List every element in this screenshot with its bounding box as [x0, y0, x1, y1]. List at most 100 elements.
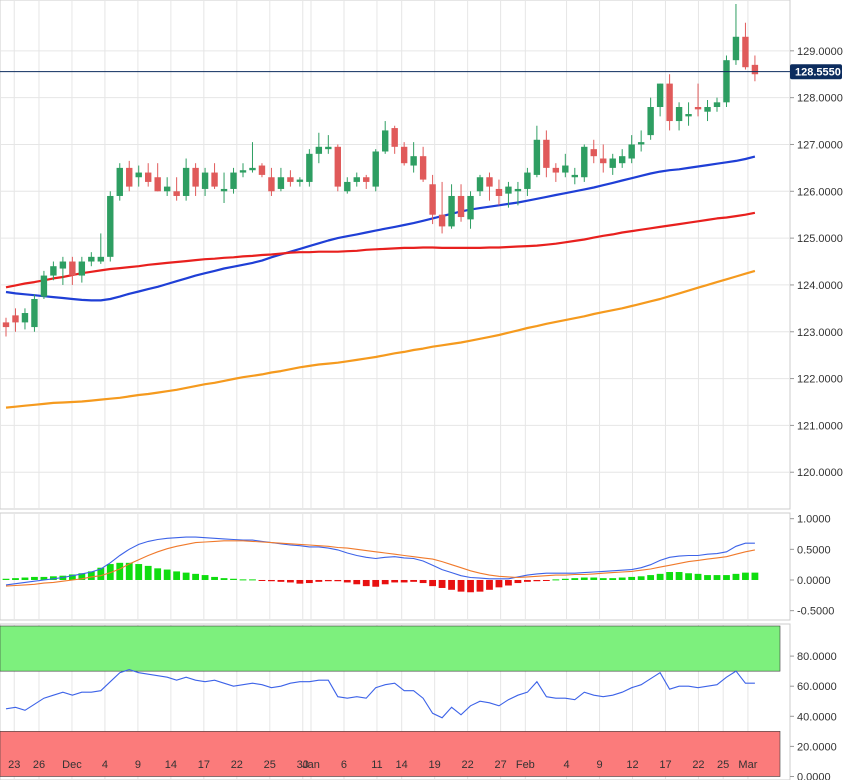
macd-histogram-bar [135, 564, 143, 580]
macd-histogram-bar [685, 573, 692, 580]
macd-histogram-bar [656, 573, 664, 580]
macd-histogram-bar [467, 579, 474, 593]
candlesticks [2, 4, 759, 337]
bullish-candle [628, 144, 635, 159]
macd-tick-label: 0.0000 [797, 575, 831, 587]
bullish-candle [467, 195, 474, 220]
macd-histogram-bar [542, 579, 550, 581]
macd-histogram-bar [580, 577, 588, 580]
bearish-candle [334, 146, 341, 187]
macd-histogram-bar [78, 573, 86, 580]
current-price-label: 128.5550 [795, 67, 841, 79]
bullish-candle [685, 114, 692, 117]
rsi-zones [0, 625, 781, 777]
rsi-tick-label: 0.0000 [797, 771, 831, 780]
macd-histogram-bar [343, 579, 351, 583]
macd-histogram-bar [305, 579, 313, 584]
bearish-candle [590, 149, 597, 157]
bearish-candle [145, 172, 152, 182]
macd-histogram-bar [315, 579, 323, 582]
macd-histogram-bar [125, 562, 133, 580]
macd-histogram-bar [31, 576, 38, 580]
macd-histogram-bar [182, 572, 190, 580]
bullish-candle [609, 158, 616, 168]
macd-histogram-bar [381, 579, 389, 585]
x-tick-label: 9 [596, 759, 602, 771]
price-tick-label: 123.0000 [797, 327, 843, 339]
macd-histogram-bar [675, 572, 683, 580]
bullish-candle [40, 275, 48, 297]
macd-histogram-bar [334, 579, 342, 582]
bearish-candle [751, 64, 759, 75]
bearish-candle [429, 184, 436, 215]
bullish-candle [524, 172, 531, 189]
bullish-candle [619, 156, 626, 164]
bullish-candle [562, 165, 569, 173]
macd-histogram-bar [561, 578, 569, 580]
bearish-candle [258, 165, 266, 175]
bullish-candle [505, 186, 512, 194]
bearish-candle [400, 146, 408, 164]
macd-histogram-bar [533, 579, 541, 582]
macd-histogram-bar [353, 579, 361, 585]
x-tick-label: 22 [231, 759, 243, 771]
bearish-candle [69, 261, 76, 276]
macd-indicator [2, 536, 759, 593]
bullish-candle [163, 186, 171, 192]
bullish-candle [581, 146, 588, 178]
macd-histogram-bar [192, 573, 199, 580]
macd-histogram-bar [154, 568, 162, 580]
bullish-candle [656, 83, 664, 108]
bullish-candle [239, 170, 247, 173]
bullish-candle [382, 130, 389, 152]
bearish-candle [666, 83, 673, 122]
bearish-candle [600, 158, 607, 164]
x-tick-label: 4 [563, 759, 569, 771]
macd-histogram-bar [704, 575, 711, 580]
bullish-candle [723, 60, 730, 103]
bearish-candle [552, 167, 560, 173]
bullish-candle [704, 107, 711, 112]
bullish-candle [107, 195, 114, 257]
macd-histogram-bar [505, 579, 512, 586]
macd-histogram-bar [239, 579, 247, 581]
x-tick-label: 14 [396, 759, 408, 771]
bullish-candle [533, 139, 541, 175]
bullish-candle [277, 177, 285, 189]
x-tick-label: 22 [462, 759, 474, 771]
bullish-candle [675, 107, 683, 122]
macd-histogram-bar [211, 576, 218, 580]
x-tick-label: 17 [659, 759, 671, 771]
macd-histogram-bar [571, 578, 579, 580]
price-tick-label: 121.0000 [797, 420, 843, 432]
x-tick-label: 11 [371, 759, 382, 771]
macd-histogram-bar [742, 572, 749, 580]
price-tick-label: 120.0000 [797, 467, 843, 479]
macd-histogram-bar [97, 567, 105, 580]
price-panel-frame [0, 0, 791, 510]
macd-histogram-bar [438, 579, 446, 588]
rsi-oversold-zone [0, 731, 781, 777]
macd-histogram-bar [220, 578, 228, 580]
bullish-candle [637, 142, 645, 145]
x-tick-label: 17 [198, 759, 210, 771]
macd-histogram-bar [163, 569, 171, 580]
bullish-candle [372, 151, 379, 187]
macd-histogram-bar [391, 579, 399, 583]
y-axis-labels: 129.0000 128.0000 127.0000 126.0000 125.0000… [790, 46, 843, 780]
bullish-candle [201, 172, 209, 189]
bearish-candle [495, 188, 503, 196]
sma-100-line [5, 211, 756, 289]
rsi-tick-label: 80.0000 [797, 651, 837, 663]
macd-histogram-bar [21, 577, 29, 580]
x-tick-label: 9 [135, 759, 141, 771]
bearish-candle [192, 167, 199, 187]
macd-histogram-bar [116, 562, 124, 580]
rsi-tick-label: 20.0000 [797, 741, 837, 753]
macd-histogram-bar [87, 571, 95, 580]
bearish-candle [287, 177, 294, 182]
macd-histogram-bar [144, 565, 152, 580]
macd-histogram-bar [40, 576, 48, 580]
macd-histogram-bar [486, 579, 493, 590]
